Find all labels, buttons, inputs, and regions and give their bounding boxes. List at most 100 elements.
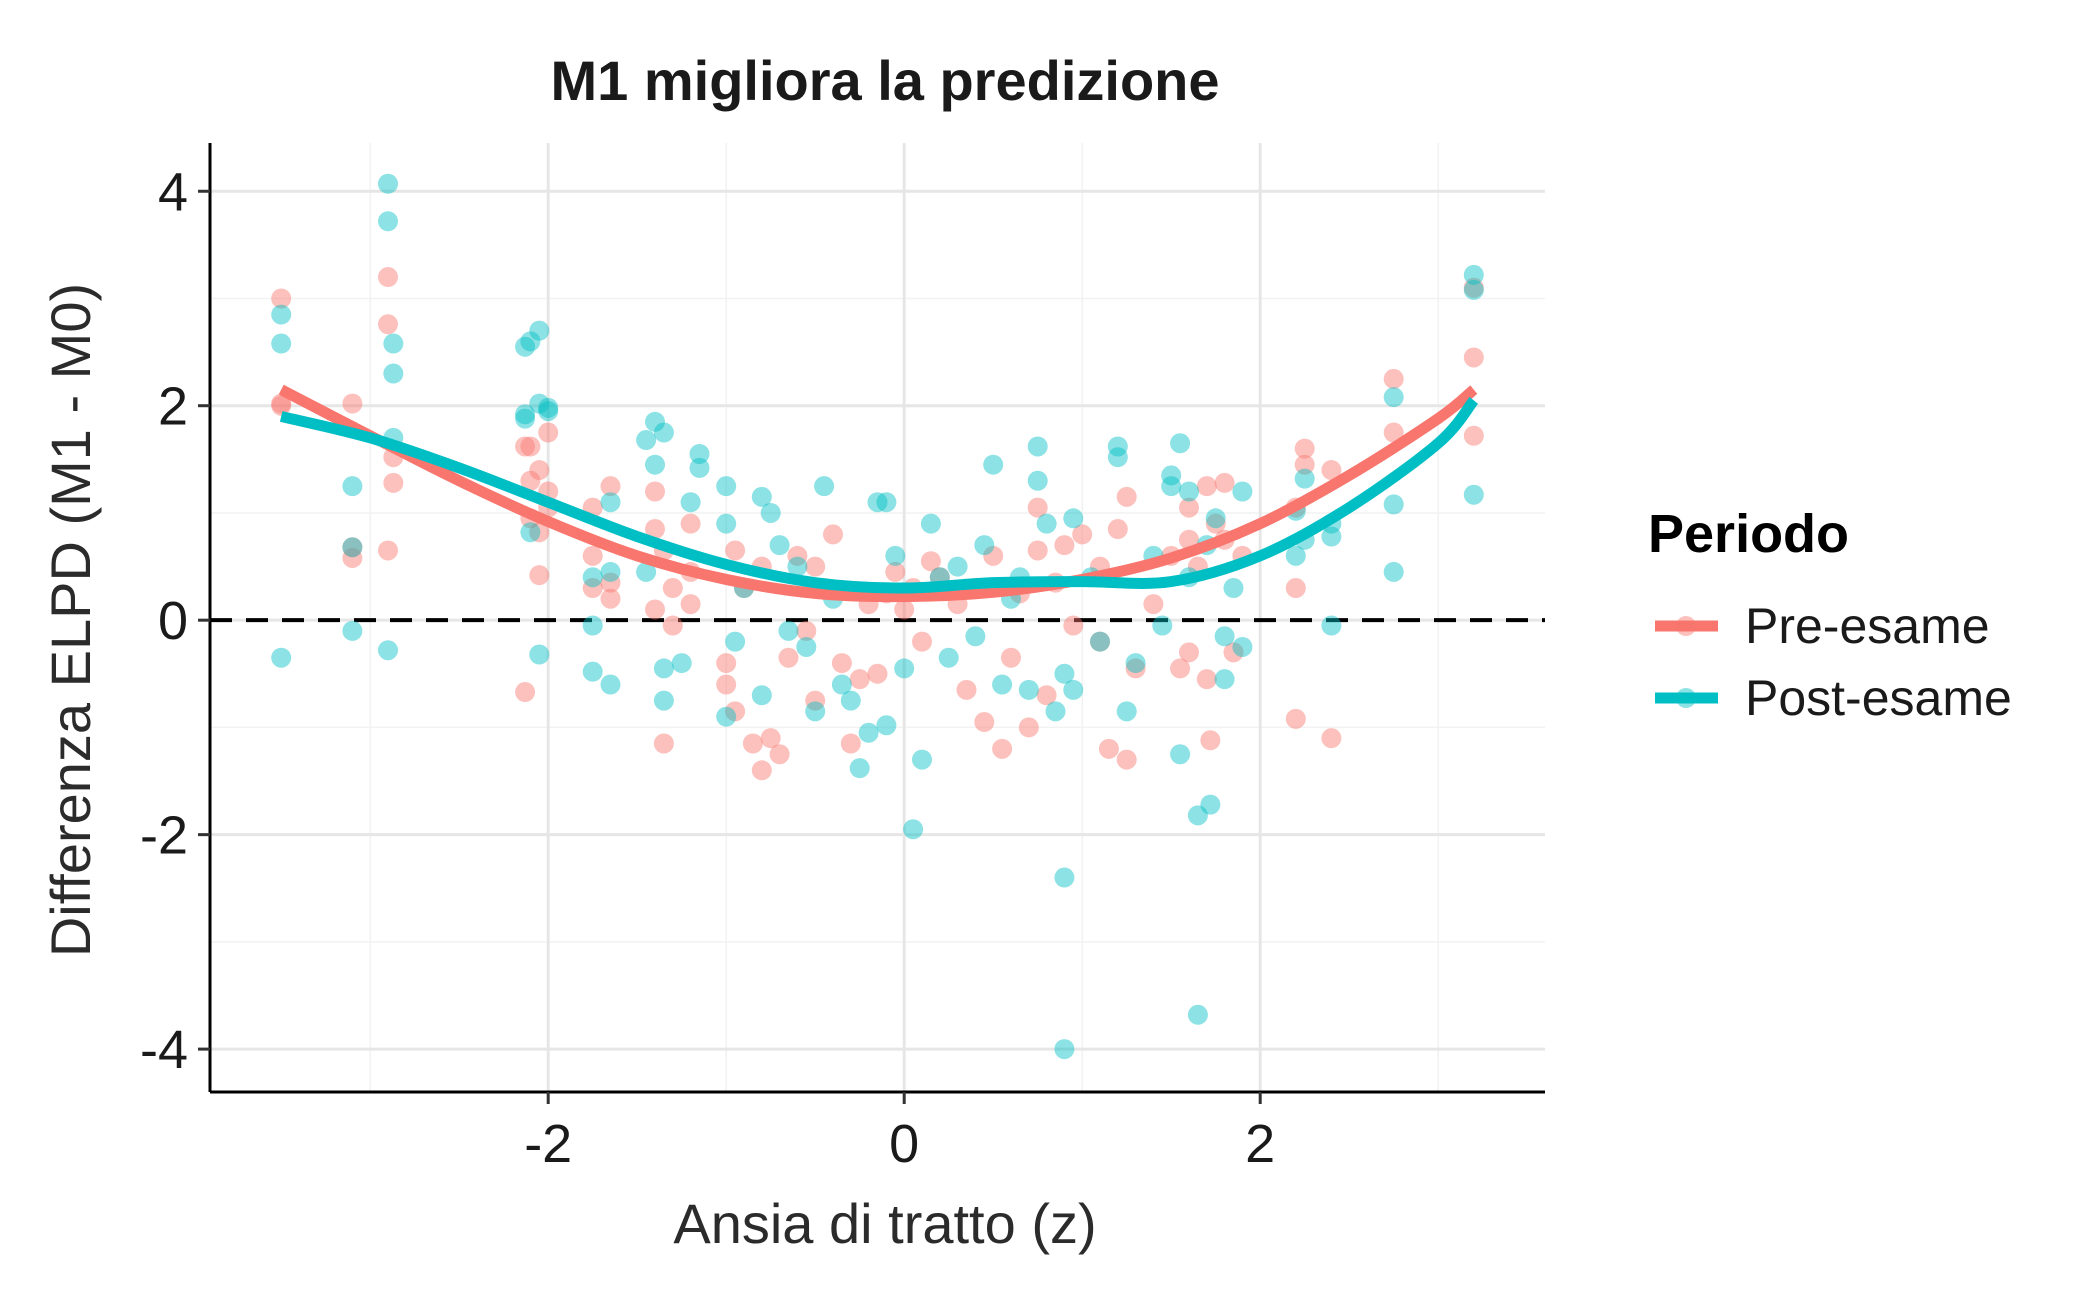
y-tick-label: 0 [158,591,188,651]
point-post-esame [529,393,550,414]
trend-layer [278,384,1479,603]
legend-key-point [1676,616,1696,636]
point-pre-esame [680,513,701,534]
point-pre-esame [662,578,683,599]
point-post-esame [1463,264,1484,285]
point-post-esame [849,758,870,779]
point-post-esame [671,653,692,674]
x-axis-label: Ansia di tratto (z) [673,1192,1096,1255]
point-post-esame [1187,805,1208,826]
point-post-esame [1214,626,1235,647]
point-pre-esame [1018,717,1039,738]
point-pre-esame [1383,368,1404,389]
point-post-esame [582,661,603,682]
point-pre-esame [1196,476,1217,497]
point-pre-esame [831,653,852,674]
point-pre-esame [342,537,363,558]
point-pre-esame [1294,454,1315,475]
point-post-esame [1161,476,1182,497]
point-pre-esame [1027,497,1048,518]
point-post-esame [787,556,808,577]
y-axis-label: Differenza ELPD (M1 - M0) [39,283,102,957]
point-post-esame [938,647,959,668]
point-pre-esame [600,572,621,593]
point-post-esame [1027,470,1048,491]
point-pre-esame [1321,728,1342,749]
point-post-esame [894,658,915,679]
point-pre-esame [342,547,363,568]
point-post-esame [867,492,888,513]
point-pre-esame [1063,615,1084,636]
point-post-esame [1152,615,1173,636]
point-post-esame [1125,653,1146,674]
point-pre-esame [645,481,665,502]
point-post-esame [1179,481,1199,502]
point-pre-esame [1285,578,1306,599]
point-pre-esame [653,733,674,754]
point-pre-esame [725,540,746,561]
point-post-esame [903,819,924,840]
point-post-esame [342,476,363,497]
point-pre-esame [1383,422,1404,443]
point-pre-esame [796,620,817,641]
point-pre-esame [760,728,781,749]
point-post-esame [1090,631,1110,652]
point-post-esame [876,492,897,513]
point-post-esame [814,476,835,497]
point-post-esame [1294,468,1315,489]
point-post-esame [965,626,986,647]
point-pre-esame [894,599,915,620]
point-post-esame [1054,867,1075,888]
point-post-esame [383,363,404,384]
point-post-esame [920,513,941,534]
point-pre-esame [1285,708,1306,729]
point-post-esame [1036,513,1057,534]
point-post-esame [378,173,398,194]
y-tick-label: -4 [140,1020,188,1080]
legend: Periodo Pre-esame Post-esame [1648,504,2012,726]
point-post-esame [271,304,292,325]
point-pre-esame [529,565,550,586]
point-pre-esame [1179,497,1199,518]
point-pre-esame [840,733,861,754]
point-post-esame [1018,679,1039,700]
point-post-esame [653,422,674,443]
x-tick-label: -2 [524,1114,572,1174]
point-post-esame [383,333,404,354]
point-post-esame [342,537,363,558]
point-post-esame [520,331,541,352]
point-pre-esame [769,744,790,765]
x-axis-ticks: -2 0 2 [524,1092,1275,1174]
point-post-esame [885,545,906,566]
point-post-esame [653,658,674,679]
point-post-esame [689,443,710,464]
point-post-esame [1054,663,1075,684]
point-pre-esame [716,653,737,674]
points-layer [271,173,1484,1060]
point-post-esame [1161,465,1182,486]
grid-major [210,143,1545,1092]
point-post-esame [1107,447,1128,468]
point-pre-esame [1200,730,1221,751]
point-pre-esame [600,476,621,497]
point-post-esame [520,522,541,543]
point-pre-esame [378,314,398,335]
point-post-esame [1063,679,1084,700]
point-pre-esame [271,288,292,309]
point-pre-esame [849,669,870,690]
point-post-esame [1045,701,1066,722]
point-pre-esame [1463,277,1484,298]
legend-item-post-esame: Post-esame [1655,670,2012,726]
point-post-esame [645,454,665,475]
point-pre-esame [1463,425,1484,446]
point-pre-esame [1294,438,1315,459]
point-pre-esame [600,588,621,609]
point-post-esame [983,454,1004,475]
point-post-esame [1116,701,1137,722]
point-post-esame [342,620,363,641]
point-post-esame [1187,1004,1208,1025]
point-pre-esame [529,522,550,543]
point-pre-esame [742,733,763,754]
point-pre-esame [378,267,398,288]
